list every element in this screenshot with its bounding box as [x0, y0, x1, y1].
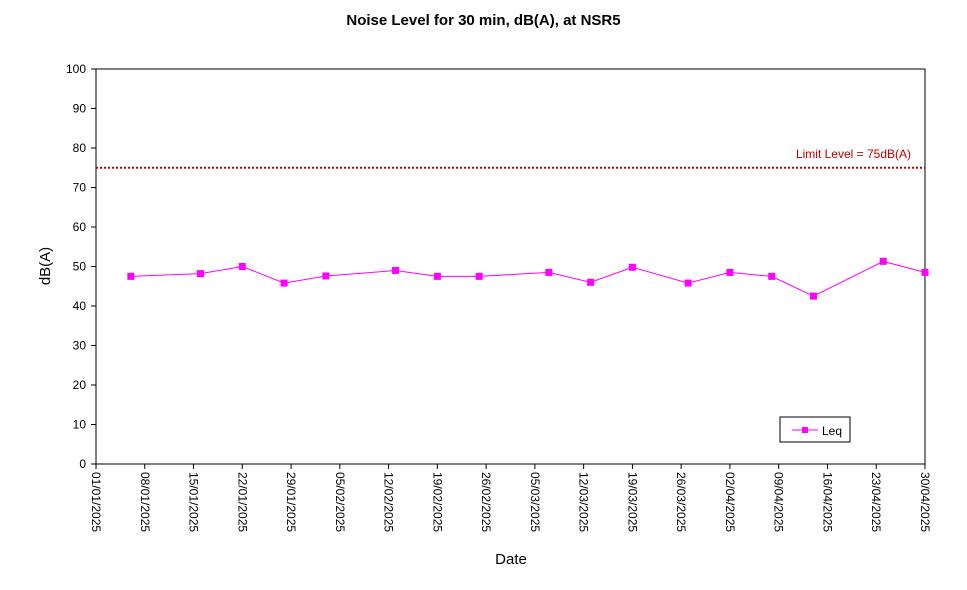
limit-level-label: Limit Level = 75dB(A) — [796, 147, 911, 161]
data-point — [587, 278, 595, 286]
y-tick-label: 50 — [73, 260, 87, 274]
leq-markers — [127, 257, 929, 300]
data-point — [322, 272, 330, 280]
data-point — [238, 263, 246, 270]
y-tick-label: 80 — [73, 141, 87, 155]
x-axis-label: Date — [495, 551, 527, 568]
plot-area — [95, 68, 926, 465]
x-tick-label: 08/01/2025 — [138, 472, 152, 532]
y-tick-label: 90 — [73, 102, 87, 116]
y-tick-label: 10 — [73, 418, 87, 432]
y-tick-label: 60 — [73, 220, 87, 234]
x-tick-label: 05/02/2025 — [333, 472, 347, 532]
x-tick-label: 01/01/2025 — [89, 472, 103, 532]
y-tick-label: 0 — [79, 457, 86, 471]
x-tick-label: 30/04/2025 — [918, 472, 932, 532]
data-point — [921, 268, 929, 276]
x-axis: 01/01/2025 08/01/2025 15/01/2025 22/01/2025… — [89, 464, 932, 532]
data-point — [628, 263, 636, 271]
y-tick-label: 40 — [73, 299, 87, 313]
data-point — [879, 257, 887, 265]
data-point — [726, 268, 734, 276]
x-tick-label: 12/03/2025 — [577, 472, 591, 532]
data-point — [810, 292, 818, 300]
data-point — [127, 272, 135, 280]
x-tick-label: 02/04/2025 — [723, 472, 737, 532]
legend: Leq — [779, 416, 851, 443]
chart-title: Noise Level for 30 min, dB(A), at NSR5 — [346, 12, 621, 29]
data-point — [684, 279, 692, 287]
x-tick-label: 26/03/2025 — [674, 472, 688, 532]
data-point — [545, 268, 553, 276]
data-point — [280, 279, 288, 287]
data-point — [392, 266, 400, 274]
x-tick-label: 19/02/2025 — [430, 472, 444, 532]
data-point — [475, 272, 483, 280]
y-tick-label: 70 — [73, 181, 87, 195]
y-axis-label: dB(A) — [37, 247, 54, 285]
data-point — [768, 272, 776, 280]
x-tick-label: 22/01/2025 — [235, 472, 249, 532]
data-point — [433, 272, 441, 280]
legend-label: Leq — [822, 424, 842, 438]
x-tick-label: 05/03/2025 — [528, 472, 542, 532]
y-tick-label: 100 — [66, 62, 86, 76]
x-tick-label: 19/03/2025 — [625, 472, 639, 532]
x-tick-label: 23/04/2025 — [869, 472, 883, 532]
data-point — [196, 270, 204, 278]
x-tick-label: 09/04/2025 — [772, 472, 786, 532]
y-tick-label: 20 — [73, 378, 87, 392]
legend-marker-icon — [802, 427, 808, 433]
x-tick-label: 16/04/2025 — [820, 472, 834, 532]
y-axis: 0 10 20 30 40 50 60 70 80 90 100 — [66, 62, 96, 471]
x-tick-label: 29/01/2025 — [284, 472, 298, 532]
x-tick-label: 12/02/2025 — [382, 472, 396, 532]
y-tick-label: 30 — [73, 339, 87, 353]
x-tick-label: 26/02/2025 — [479, 472, 493, 532]
x-tick-label: 15/01/2025 — [187, 472, 201, 532]
